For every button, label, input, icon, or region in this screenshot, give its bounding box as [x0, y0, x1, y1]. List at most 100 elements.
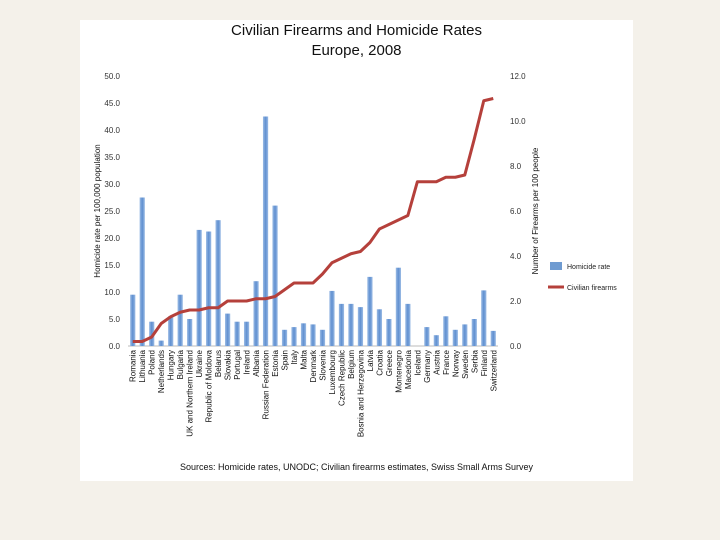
bar [424, 327, 430, 346]
category-label: Ukraine [195, 349, 204, 377]
bar [196, 229, 202, 346]
bar [405, 303, 411, 346]
firearms-line [132, 97, 494, 343]
bar [272, 205, 278, 346]
category-label: Greece [385, 349, 394, 376]
bar [481, 290, 487, 346]
bar [206, 231, 212, 346]
category-label: Macedonia [404, 349, 413, 389]
category-label: Luxembourg [328, 350, 337, 394]
bar [310, 324, 316, 346]
bar [187, 319, 193, 346]
y-right-tick: 12.0 [510, 72, 526, 81]
bar [376, 309, 383, 346]
category-label: Spain [281, 350, 290, 370]
bar [433, 335, 439, 346]
bar [319, 329, 326, 346]
category-label: Latvia [366, 349, 375, 371]
y-left-axis-label: Homicide rate per 100,000 population [93, 144, 102, 277]
y-right-axis-label: Number of Firearms per 100 people [531, 147, 540, 274]
category-label: Bulgaria [176, 349, 185, 379]
category-label: Norway [451, 350, 460, 377]
y-left-tick: 15.0 [104, 261, 120, 270]
category-label: Slovenia [318, 349, 327, 380]
category-label: Sweden [461, 350, 470, 379]
category-label: Republic of Moldova [205, 349, 214, 422]
category-label: Finland [480, 350, 489, 376]
category-label: Italy [290, 350, 299, 365]
y-left-tick: 45.0 [104, 99, 120, 108]
y-right-tick: 0.0 [510, 342, 522, 351]
chart-title: Civilian Firearms and Homicide Rates [231, 22, 482, 39]
chart-panel: Civilian Firearms and Homicide Rates Eur… [80, 20, 633, 481]
category-label: Belarus [214, 350, 223, 377]
y-right-tick: 6.0 [510, 207, 522, 216]
chart-source: Sources: Homicide rates, UNODC; Civilian… [179, 462, 534, 472]
bar [329, 290, 335, 346]
bar [234, 321, 240, 346]
legend-bar-swatch [550, 262, 562, 270]
bar [348, 303, 354, 346]
bar [281, 329, 288, 346]
bar [471, 319, 477, 346]
bar [291, 327, 297, 346]
y-right-tick: 8.0 [510, 162, 522, 171]
category-label: UK and Northern Ireland [186, 350, 195, 437]
bar [395, 267, 401, 346]
category-label: Hungary [167, 350, 176, 380]
y-left-tick: 40.0 [104, 126, 120, 135]
category-label: Bosnia and Herzegovina [356, 349, 365, 437]
bar [452, 329, 458, 346]
category-label: Croatia [375, 349, 384, 375]
bar [367, 276, 373, 346]
y-left-tick: 20.0 [104, 234, 120, 243]
chart-svg: 0.0 5.0 10.0 15.0 20.0 25.0 30.0 35.0 40.0 45.0 50… [93, 72, 617, 437]
category-label: Portugal [233, 350, 242, 380]
y-left-tick: 35.0 [104, 153, 120, 162]
bar [357, 307, 364, 346]
category-label: Slovakia [224, 349, 233, 380]
category-label: Ireland [243, 350, 252, 374]
legend-label: Civilian firearms [567, 285, 617, 292]
bar [149, 321, 155, 346]
bar [338, 303, 345, 346]
bar [215, 220, 221, 346]
bar [490, 330, 496, 346]
bar [300, 323, 307, 346]
category-label: Malta [300, 349, 309, 369]
chart-subtitle: Europe, 2008 [311, 42, 402, 59]
bar [139, 197, 145, 346]
bar [130, 294, 136, 346]
category-label: Albania [252, 349, 261, 376]
bar [158, 340, 164, 346]
y-left-tick: 50.0 [104, 72, 120, 81]
category-label: Belgium [347, 350, 356, 379]
category-label: Russian Federation [262, 350, 271, 419]
y-right-tick: 4.0 [510, 252, 522, 261]
category-label: Lithuania [138, 349, 147, 382]
y-right-tick: 10.0 [510, 117, 526, 126]
category-label: Poland [148, 350, 157, 375]
y-right-tick: 2.0 [510, 297, 522, 306]
category-label: Denmark [309, 349, 318, 382]
bar [225, 313, 231, 346]
y-left-tick: 0.0 [109, 342, 121, 351]
category-label: Switzerland [489, 350, 498, 391]
category-label: Iceland [413, 350, 422, 376]
category-label: Germany [423, 350, 432, 383]
bar [443, 316, 449, 346]
bar [177, 294, 183, 346]
bar [243, 321, 250, 346]
bar [168, 316, 174, 346]
category-label: Netherlands [157, 350, 166, 393]
legend-label: Homicide rate [567, 264, 610, 271]
y-left-tick: 10.0 [104, 288, 120, 297]
category-label: Montenegro [394, 349, 403, 392]
bar [262, 116, 269, 346]
bar [462, 324, 468, 346]
y-left-tick: 25.0 [104, 207, 120, 216]
y-left-tick: 5.0 [109, 315, 121, 324]
category-label: France [442, 349, 451, 374]
bar [386, 319, 392, 346]
category-label: Austria [432, 349, 441, 374]
